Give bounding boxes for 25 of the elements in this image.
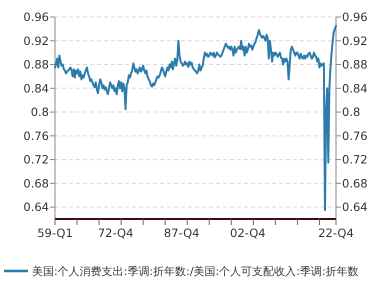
y-tick-label: 0.92 — [23, 34, 49, 48]
x-tick-label: 87-Q4 — [164, 226, 200, 240]
y2-tick-label: 0.72 — [342, 152, 368, 167]
y2-tick-label: 0.64 — [342, 200, 368, 214]
y-tick-label: 0.72 — [23, 152, 49, 167]
y-tick-label: 0.96 — [23, 10, 49, 24]
y-tick-label: 0.64 — [23, 200, 49, 214]
y-tick-label: 0.84 — [23, 81, 49, 96]
y2-tick-label: 0.76 — [342, 128, 368, 143]
x-tick-label: 72-Q4 — [98, 226, 134, 240]
y2-tick-label: 0.92 — [342, 34, 368, 48]
y2-tick-label: 0.88 — [342, 58, 368, 72]
legend-label: 美国:个人消费支出:季调:折年数:/美国:个人可支配收入:季调:折年数 — [32, 265, 359, 278]
y2-tick-label: 0.8 — [342, 105, 360, 120]
x-tick-label: 22-Q4 — [318, 226, 354, 240]
y2-tick-label: 0.96 — [342, 10, 368, 24]
y2-tick-label: 0.68 — [342, 176, 368, 190]
x-tick-label: 59-Q1 — [37, 226, 73, 240]
y-tick-label: 0.88 — [23, 58, 49, 72]
y2-tick-label: 0.84 — [342, 81, 368, 96]
y-tick-label: 0.8 — [30, 105, 49, 120]
x-tick-label: 02-Q4 — [230, 226, 266, 240]
line-series — [54, 24, 337, 212]
y-tick-label: 0.76 — [23, 128, 49, 143]
y-tick-label: 0.68 — [23, 176, 49, 190]
